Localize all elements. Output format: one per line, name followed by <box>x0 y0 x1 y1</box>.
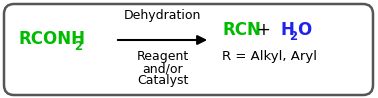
Text: and/or: and/or <box>142 62 183 75</box>
Text: O: O <box>297 21 311 39</box>
Text: R = Alkyl, Aryl: R = Alkyl, Aryl <box>222 50 317 63</box>
Text: H: H <box>280 21 294 39</box>
Text: Dehydration: Dehydration <box>124 9 201 22</box>
Text: RCONH: RCONH <box>18 30 85 48</box>
FancyBboxPatch shape <box>4 4 373 95</box>
Text: Reagent: Reagent <box>136 50 189 63</box>
Text: 2: 2 <box>289 29 297 43</box>
Text: Catalyst: Catalyst <box>137 74 188 87</box>
Text: 2: 2 <box>74 39 82 53</box>
Text: RCN: RCN <box>222 21 261 39</box>
Text: +: + <box>256 21 270 39</box>
